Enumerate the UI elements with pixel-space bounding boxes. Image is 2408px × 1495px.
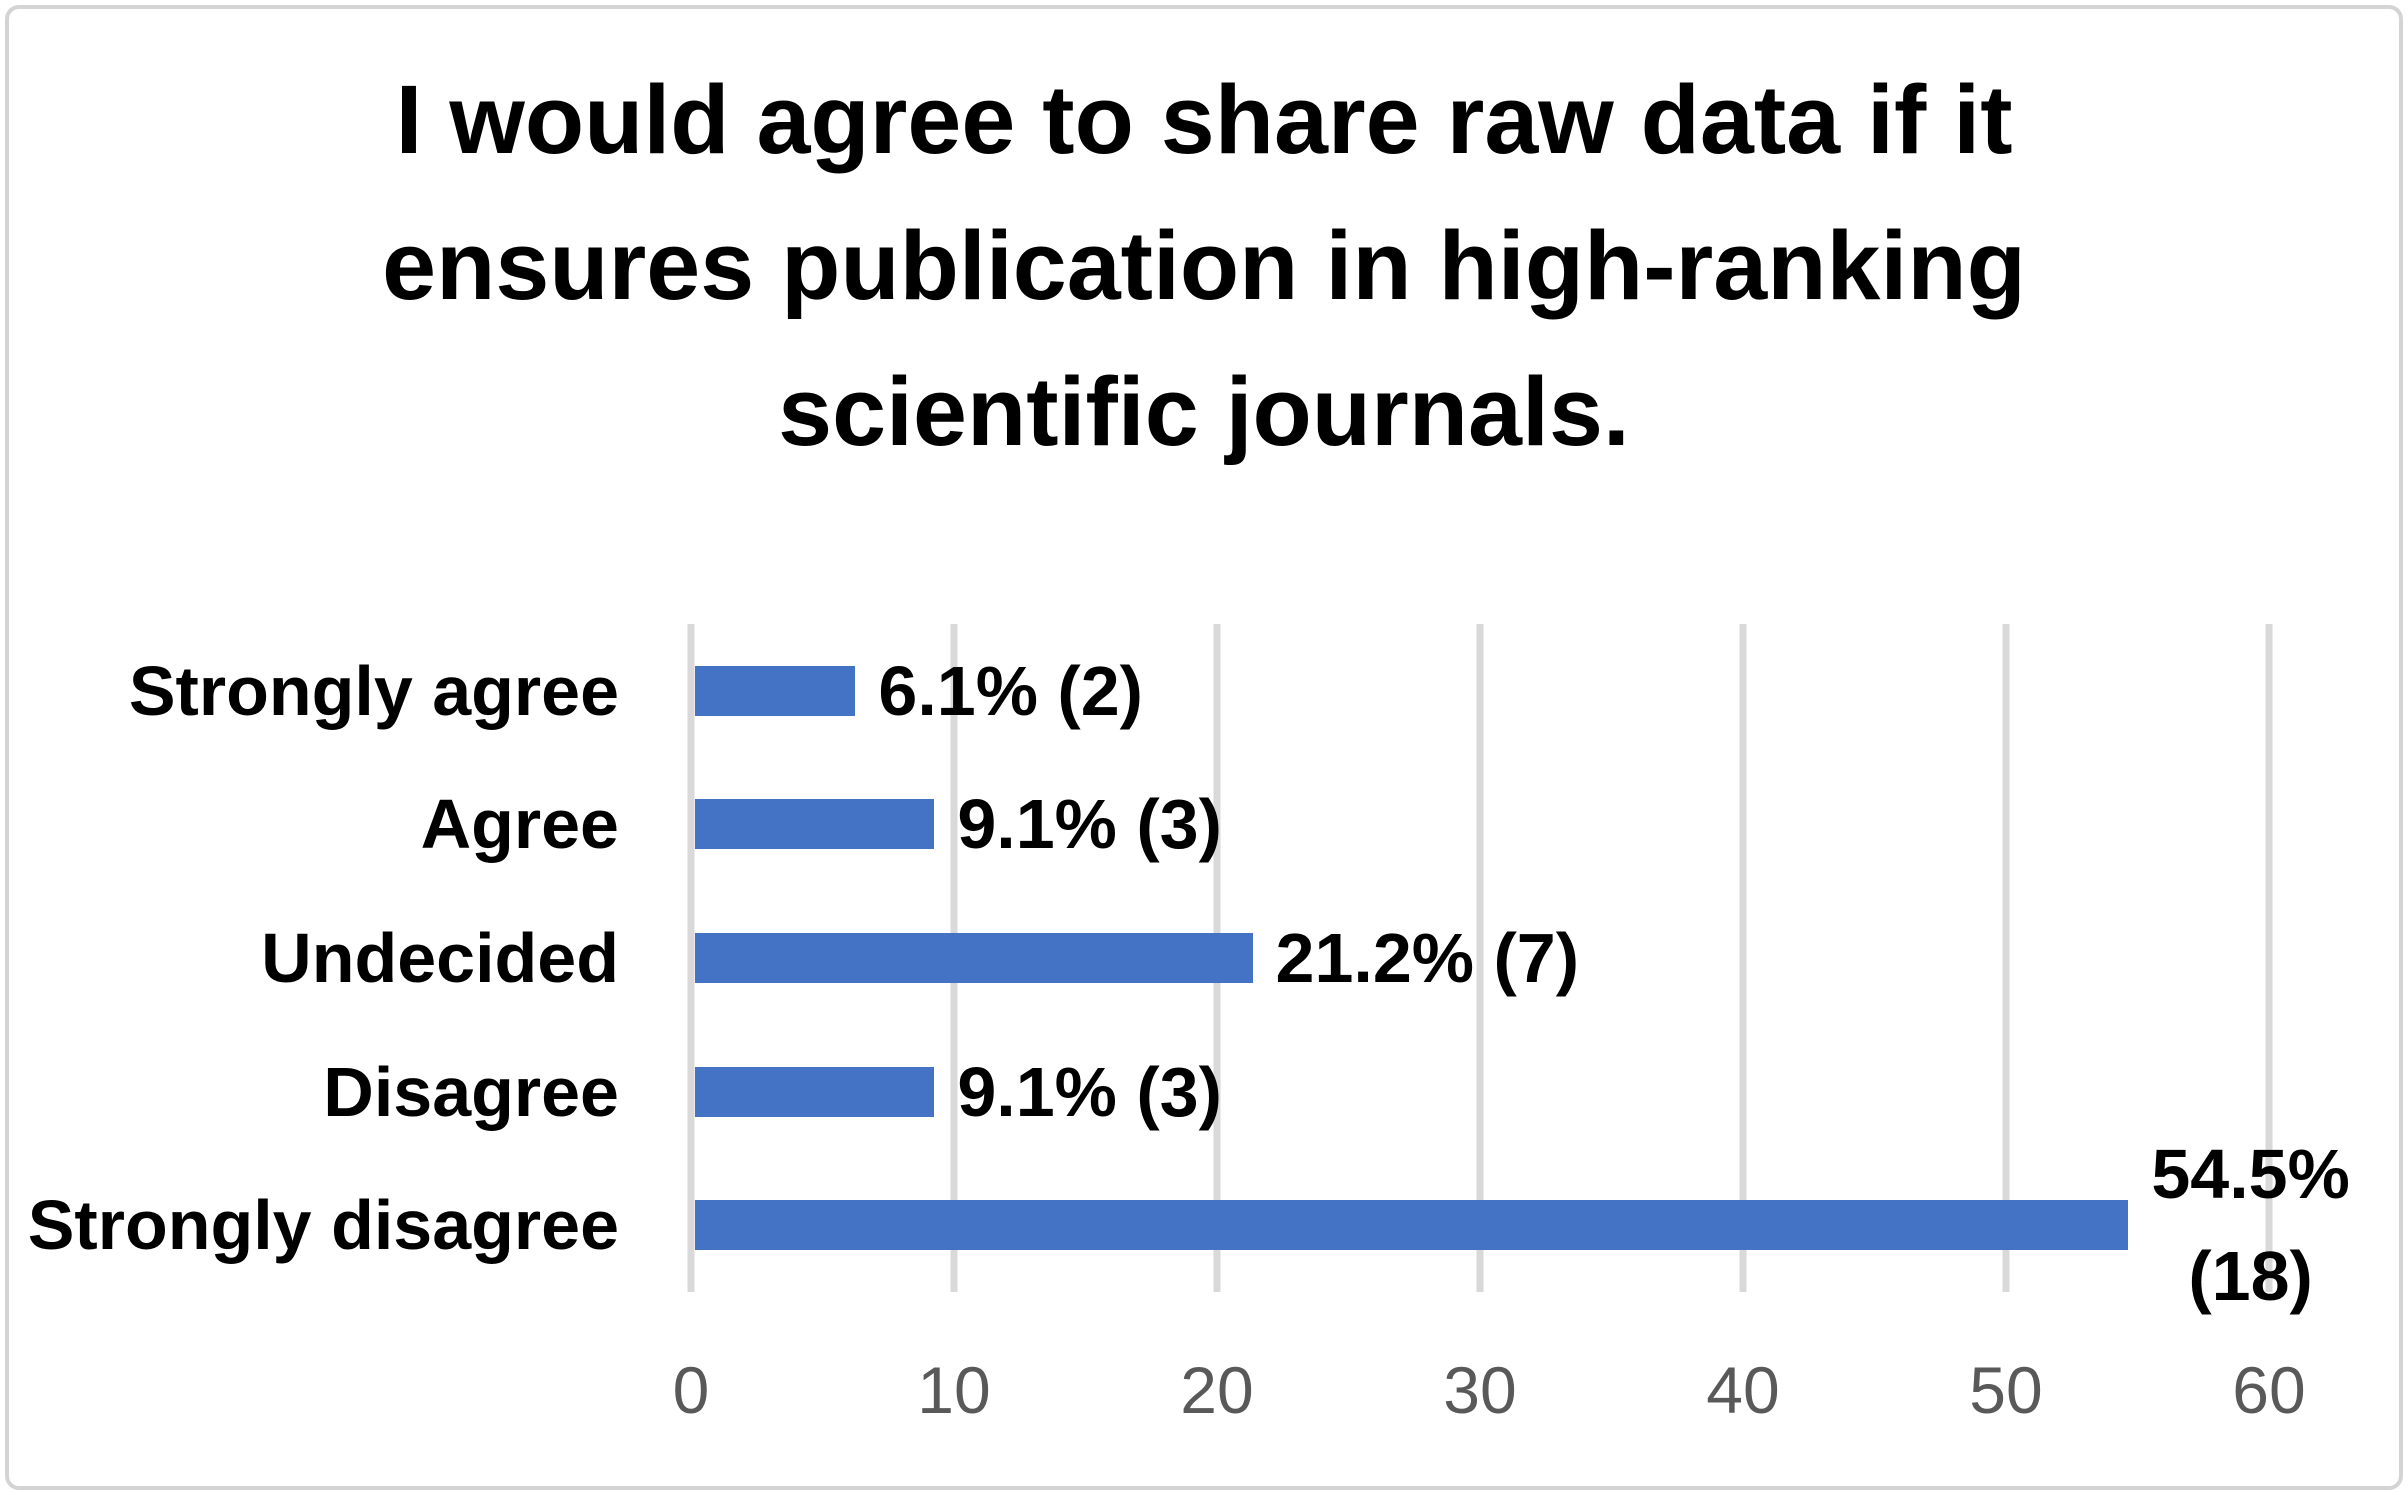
category-label: Agree [420, 785, 619, 864]
gridline [2002, 624, 2010, 1292]
data-label-line: (18) [2188, 1237, 2313, 1316]
category-label: Disagree [323, 1052, 619, 1131]
x-tick-label: 50 [1969, 1353, 2043, 1427]
data-label-line: 54.5% [2151, 1135, 2350, 1214]
data-label-line: 21.2% (7) [1275, 919, 1580, 997]
x-tick-label: 60 [2232, 1353, 2306, 1427]
chart-title-line: scientific journals. [778, 357, 1630, 466]
x-tick-label: 20 [1180, 1353, 1254, 1427]
bar-strongly-disagree [695, 1200, 2129, 1251]
gridline [1739, 624, 1747, 1292]
x-tick-label: 30 [1443, 1353, 1517, 1427]
data-label: 9.1% (3) [957, 784, 1222, 864]
gridline [687, 624, 695, 1292]
data-label: 6.1% (2) [878, 651, 1143, 731]
gridline [1476, 624, 1484, 1292]
chart-title: I would agree to share raw data if it ens… [9, 47, 2399, 485]
plot-area: 6.1% (2) 9.1% (3) 21.2% (7) 9.1% (3) 54.5% (1… [687, 624, 2350, 1315]
x-tick-label: 0 [672, 1353, 710, 1427]
y-axis-category-labels: Strongly agree Agree Undecided Disagree Stro… [28, 624, 619, 1292]
category-label: Undecided [261, 919, 619, 997]
data-label-line: 9.1% (3) [957, 1052, 1222, 1131]
gridline [2265, 624, 2273, 1292]
bar-agree [695, 799, 935, 850]
bar-strongly-agree [695, 665, 856, 716]
category-label: Strongly agree [128, 651, 619, 730]
chart-title-line: ensures publication in high-ranking [382, 211, 2026, 320]
data-label-line: 9.1% (3) [957, 785, 1222, 864]
chart-frame: I would agree to share raw data if it ens… [5, 5, 2403, 1490]
category-label: Strongly disagree [27, 1186, 619, 1265]
x-tick-label: 40 [1706, 1353, 1780, 1427]
data-label-line: 6.1% (2) [878, 651, 1143, 730]
data-label: 54.5% (18) [2151, 1123, 2349, 1327]
data-label: 21.2% (7) [1276, 918, 1579, 998]
bar-disagree [695, 1066, 935, 1117]
chart-title-line: I would agree to share raw data if it [395, 65, 2013, 174]
data-label: 9.1% (3) [957, 1052, 1222, 1132]
bar-undecided [695, 933, 1253, 983]
x-axis-tick-labels: 0 10 20 30 40 50 60 [673, 1353, 2306, 1443]
x-tick-label: 10 [917, 1353, 991, 1427]
